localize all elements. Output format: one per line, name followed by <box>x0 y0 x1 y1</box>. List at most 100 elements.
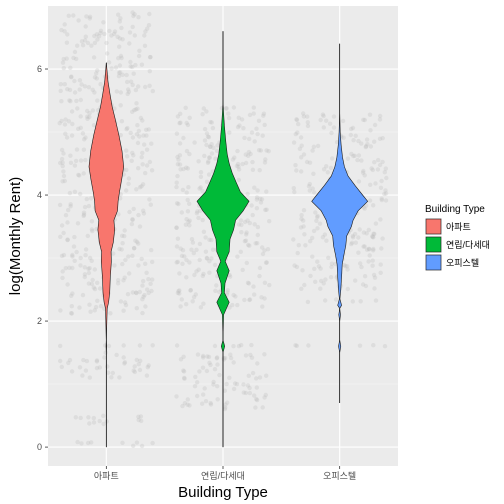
jitter-point <box>68 65 73 71</box>
jitter-point <box>249 130 255 135</box>
jitter-point <box>254 126 259 131</box>
jitter-point <box>132 369 137 375</box>
jitter-point <box>370 258 375 263</box>
jitter-point <box>81 171 86 176</box>
jitter-point <box>87 111 92 116</box>
jitter-point <box>255 241 260 246</box>
jitter-point <box>362 206 367 211</box>
jitter-point <box>125 125 130 131</box>
jitter-point <box>61 230 66 236</box>
jitter-point <box>187 218 192 223</box>
jitter-point <box>117 246 122 252</box>
jitter-point <box>81 213 86 219</box>
jitter-point <box>177 162 183 167</box>
jitter-point <box>186 219 191 224</box>
jitter-point <box>200 188 205 194</box>
jitter-point <box>362 244 367 249</box>
jitter-point <box>182 254 187 259</box>
jitter-point <box>197 241 203 247</box>
jitter-point <box>178 120 183 125</box>
jitter-point <box>117 44 122 49</box>
jitter-point <box>136 53 142 59</box>
jitter-point <box>239 342 244 348</box>
jitter-point <box>64 135 70 140</box>
jitter-point <box>370 167 375 173</box>
jitter-point <box>382 191 387 197</box>
jitter-point <box>139 184 144 189</box>
jitter-point <box>252 393 257 398</box>
jitter-point <box>62 29 67 34</box>
jitter-point <box>371 235 376 240</box>
jitter-point <box>260 405 265 410</box>
jitter-point <box>136 128 142 134</box>
jitter-point <box>85 114 90 119</box>
jitter-point <box>370 234 375 239</box>
jitter-point <box>234 163 240 169</box>
jitter-point <box>84 196 90 202</box>
jitter-point <box>252 139 257 144</box>
jitter-point <box>98 82 103 87</box>
jitter-point <box>65 237 70 243</box>
jitter-point <box>367 112 373 117</box>
jitter-point <box>118 90 124 95</box>
jitter-point <box>144 127 149 132</box>
jitter-point <box>308 239 313 244</box>
jitter-point <box>247 297 253 302</box>
jitter-point <box>115 281 121 286</box>
jitter-point <box>98 28 104 33</box>
jitter-point <box>71 13 76 18</box>
jitter-point <box>317 221 323 226</box>
jitter-point <box>299 169 304 174</box>
jitter-point <box>133 290 139 295</box>
jitter-point <box>76 126 81 131</box>
jitter-point <box>73 415 79 420</box>
jitter-point <box>249 342 254 348</box>
jitter-point <box>80 131 86 136</box>
jitter-point <box>82 204 88 210</box>
jitter-point <box>72 234 77 240</box>
jitter-point <box>60 163 65 169</box>
jitter-point <box>193 292 198 297</box>
jitter-point <box>65 220 70 225</box>
jitter-point <box>91 55 97 60</box>
jitter-point <box>121 343 126 348</box>
jitter-point <box>184 120 189 126</box>
jitter-point <box>352 153 357 158</box>
jitter-point <box>82 38 88 43</box>
jitter-point <box>340 118 346 124</box>
jitter-point <box>128 79 134 84</box>
jitter-point <box>141 211 147 216</box>
jitter-point <box>123 257 128 263</box>
jitter-point <box>198 185 203 190</box>
jitter-point <box>310 186 315 191</box>
jitter-point <box>318 286 323 291</box>
jitter-point <box>58 88 63 94</box>
jitter-point <box>315 213 320 219</box>
jitter-point <box>59 364 64 370</box>
jitter-point <box>311 171 316 176</box>
jitter-point <box>250 159 255 165</box>
jitter-point <box>118 70 123 75</box>
jitter-point <box>118 133 123 138</box>
jitter-point <box>81 357 86 363</box>
jitter-point <box>112 263 117 268</box>
jitter-point <box>192 272 197 278</box>
jitter-point <box>224 106 229 111</box>
jitter-point <box>350 235 356 240</box>
jitter-point <box>330 156 335 161</box>
jitter-point <box>68 204 73 209</box>
y-tick-label: 6 <box>37 64 42 74</box>
jitter-point <box>208 402 214 407</box>
jitter-point <box>182 375 187 381</box>
jitter-point <box>377 136 383 141</box>
jitter-point <box>250 370 256 376</box>
jitter-point <box>255 232 260 238</box>
jitter-point <box>82 265 88 270</box>
jitter-point <box>174 131 180 136</box>
jitter-point <box>378 262 383 267</box>
jitter-point <box>333 297 339 302</box>
jitter-point <box>148 54 153 60</box>
jitter-point <box>200 401 205 406</box>
jitter-point <box>122 361 127 366</box>
jitter-point <box>122 300 128 305</box>
